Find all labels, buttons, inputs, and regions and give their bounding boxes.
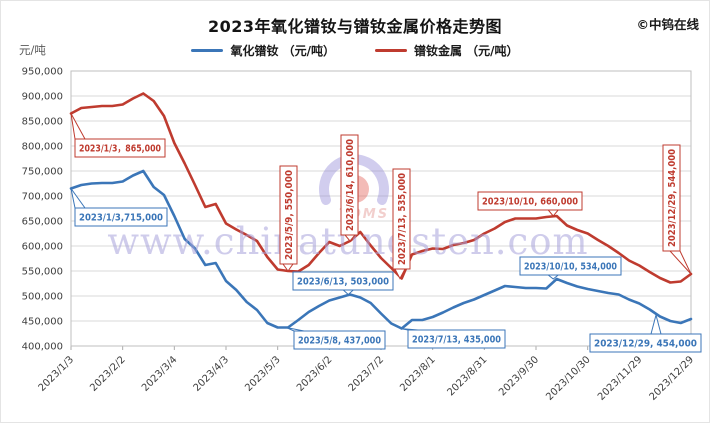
y-tick-label: 750,000 (22, 167, 63, 178)
x-tick-label: 2023/1/3 (37, 354, 77, 394)
oxide-legend-label: 氧化镨钕 （元/吨） (230, 44, 335, 58)
metal-legend-label: 镨钕金属 （元/吨） (414, 44, 519, 58)
y-tick-label: 550,000 (22, 267, 63, 278)
annotation-box (340, 134, 359, 236)
oxide-series-line (69, 169, 693, 330)
y-tick-label: 850,000 (22, 117, 63, 128)
y-tick-label: 800,000 (22, 142, 63, 153)
annotation-box (74, 207, 168, 227)
annotation-label: 2023/12/29, 454,000 (594, 338, 697, 349)
x-tick-label: 2023/8/1 (398, 354, 438, 394)
x-tick-label: 2023/12/29 (648, 354, 697, 403)
annotation-label: 2023/6/14, 610,000 (345, 139, 356, 231)
annotation-box (589, 333, 702, 353)
annotation-label: 2023/1/3，865,000 (79, 143, 161, 154)
x-tick-label: 2023/5/3 (243, 354, 283, 394)
x-tick-label: 2023/6/2 (295, 354, 335, 394)
annotation-box (392, 168, 411, 270)
annotation-label: 2023/5/8, 437,000 (298, 335, 381, 346)
annotation-box (74, 138, 166, 158)
legend: 氧化镨钕 （元/吨） 镨钕金属 （元/吨） (1, 42, 709, 59)
y-tick-label: 600,000 (22, 242, 63, 253)
annotation-label: 2023/5/9, 550,000 (284, 170, 295, 260)
series-lines (69, 92, 693, 330)
annotation-pointer (70, 113, 86, 140)
y-tick-label: 900,000 (22, 92, 63, 103)
x-tick-label: 2023/11/29 (596, 354, 645, 403)
legend-item-metal: 镨钕金属 （元/吨） (375, 42, 519, 59)
annotation-label: 2023/6/13, 503,000 (297, 276, 389, 287)
x-tick-label: 2023/7/2 (347, 354, 387, 394)
legend-item-oxide: 氧化镨钕 （元/吨） (191, 42, 335, 59)
annotation-box (407, 329, 506, 349)
x-tick-label: 2023/9/30 (497, 354, 541, 398)
annotation-label: 2023/10/10, 534,000 (524, 261, 617, 272)
annotation-box (292, 271, 394, 291)
annotation-box (477, 191, 583, 211)
metal-legend-swatch-icon (375, 48, 407, 53)
y-tick-label: 450,000 (22, 317, 63, 328)
annotation-label: 2023/10/10, 660,000 (482, 196, 578, 207)
y-tick-label: 650,000 (22, 217, 63, 228)
x-tick-label: 2023/10/30 (544, 354, 593, 403)
y-tick-label: 700,000 (22, 192, 63, 203)
annotation-label: 2023/12/29, 544,000 (667, 149, 678, 247)
annotation-pointer (650, 313, 662, 335)
annotation-box (279, 165, 298, 265)
annotation-label: 2023/1/3,715,000 (79, 212, 163, 223)
y-tick-label: 400,000 (22, 342, 63, 353)
annotation-pointer (286, 327, 305, 332)
x-tick-label: 2023/3/4 (140, 354, 180, 394)
x-tick-label: 2023/8/31 (445, 354, 489, 398)
annotation-box (519, 256, 622, 276)
y-tick-label: 950,000 (22, 67, 63, 78)
x-tick-label: 2023/4/3 (192, 354, 232, 394)
oxide-legend-swatch-icon (191, 48, 224, 53)
annotation-label: 2023/7/13, 435,000 (412, 334, 501, 345)
page-title: 2023年氧化镨钕与镨钕金属价格走势图 (207, 17, 503, 36)
x-tick-label: 2023/2/2 (88, 354, 128, 394)
y-tick-label: 500,000 (22, 292, 63, 303)
y-axis-unit-label: 元/吨 (19, 43, 46, 57)
annotation-box (293, 330, 386, 350)
annotation-pointer (70, 188, 86, 209)
copyright-label: ©中钨在线 (636, 17, 699, 32)
metal-series-line (69, 92, 693, 284)
annotations: 2023/1/3，865,000 2023/1/3,715,000 2023/5/9… (70, 113, 702, 353)
annotation-label: 2023/7/13, 535,000 (397, 173, 408, 265)
annotation-box (662, 144, 681, 252)
